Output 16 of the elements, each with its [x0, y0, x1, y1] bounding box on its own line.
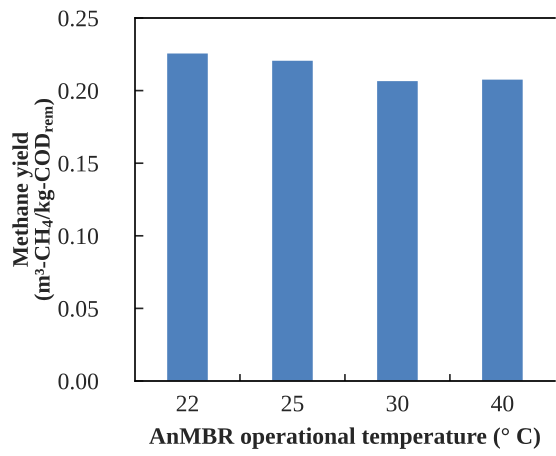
y-tick-label: 0.15 — [58, 156, 98, 172]
y-tick-label: 0.25 — [58, 10, 98, 27]
bar — [270, 59, 314, 381]
y-tick-label: 0.10 — [58, 228, 98, 244]
y-tick-label: 0.00 — [58, 373, 98, 390]
y-axis-title: Methane yield (m³-CH$_{4}$/kg-COD$_{rem}$) — [12, 98, 54, 300]
x-tick-label: 30 — [386, 396, 408, 412]
y-tick-label: 0.20 — [58, 83, 98, 100]
x-axis-title: AnMBR operational temperature (° C) — [149, 427, 540, 449]
x-tick-label: 40 — [491, 396, 514, 412]
bar — [376, 80, 420, 381]
bar — [480, 78, 524, 381]
bar — [166, 52, 210, 381]
x-tick-label: 25 — [282, 396, 304, 412]
y-tick-label: 0.05 — [58, 300, 98, 317]
x-tick-label: 22 — [176, 396, 198, 412]
